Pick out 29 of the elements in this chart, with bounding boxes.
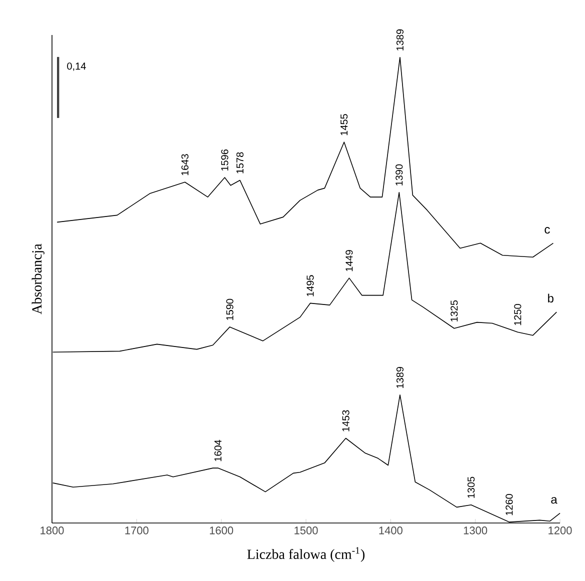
annotation: 1389 — [396, 29, 404, 50]
annotation: 1390 — [396, 164, 403, 186]
x-tick-label: 1400 — [379, 526, 402, 534]
annotation: 1604 — [214, 440, 222, 462]
x-axis-title: Liczba falowa (cm$^{-1}$) — [247, 547, 365, 562]
annotation: 1453 — [342, 410, 350, 432]
annotation: 1596 — [221, 149, 228, 171]
y-axis-title: Absorbancja — [32, 244, 44, 314]
series-label: c — [544, 227, 550, 234]
annotation: 1449 — [346, 250, 353, 272]
annotation: 1455 — [340, 114, 348, 136]
annotation: 1389 — [396, 366, 404, 388]
annotation: 0,14 — [67, 62, 86, 71]
series-label: b — [548, 294, 554, 303]
x-tick-label: 1800 — [40, 526, 64, 534]
annotation: 1643 — [181, 154, 188, 176]
annotation: 1250 — [514, 304, 522, 326]
x-tick-label: 1500 — [294, 526, 318, 534]
annotation: 1260 — [506, 494, 513, 516]
x-tick-label: 1300 — [464, 526, 488, 534]
annotation: 1325 — [450, 300, 458, 322]
annotation: 1578 — [236, 152, 244, 174]
x-tick-label: 1700 — [125, 526, 148, 534]
series-label: a — [551, 497, 558, 504]
annotation: 1495 — [306, 275, 314, 296]
x-tick-label: 1200 — [548, 526, 572, 534]
x-tick-label: 1600 — [210, 526, 234, 534]
annotation: 1305 — [468, 476, 475, 498]
annotation: 1590 — [226, 298, 234, 320]
